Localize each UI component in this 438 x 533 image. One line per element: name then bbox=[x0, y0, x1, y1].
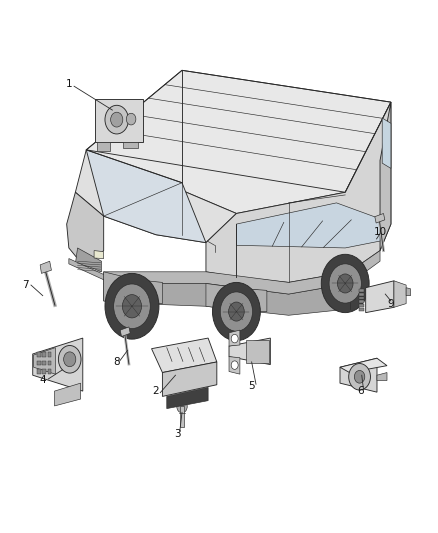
Bar bbox=[359, 297, 364, 300]
Text: 9: 9 bbox=[388, 298, 394, 309]
Bar bbox=[47, 369, 51, 374]
Circle shape bbox=[229, 302, 244, 321]
Polygon shape bbox=[162, 362, 217, 397]
Polygon shape bbox=[69, 259, 104, 280]
Text: 4: 4 bbox=[39, 375, 46, 385]
Bar bbox=[42, 352, 46, 357]
Polygon shape bbox=[104, 284, 350, 316]
Polygon shape bbox=[229, 357, 240, 374]
Polygon shape bbox=[206, 284, 267, 312]
Bar bbox=[42, 361, 46, 365]
Circle shape bbox=[126, 114, 136, 125]
Bar bbox=[359, 301, 364, 303]
Bar bbox=[359, 289, 364, 292]
Polygon shape bbox=[123, 142, 138, 148]
Polygon shape bbox=[75, 248, 102, 272]
Polygon shape bbox=[394, 281, 406, 308]
Bar bbox=[37, 352, 41, 357]
Circle shape bbox=[114, 284, 150, 328]
Bar bbox=[37, 361, 41, 365]
Polygon shape bbox=[340, 358, 387, 373]
Circle shape bbox=[337, 274, 353, 293]
Polygon shape bbox=[67, 192, 104, 261]
Polygon shape bbox=[86, 150, 206, 243]
Circle shape bbox=[105, 273, 159, 339]
Bar bbox=[47, 352, 51, 357]
Polygon shape bbox=[382, 118, 391, 168]
Circle shape bbox=[64, 352, 76, 367]
Bar bbox=[359, 304, 364, 307]
Polygon shape bbox=[75, 150, 237, 243]
Polygon shape bbox=[152, 338, 217, 373]
Bar bbox=[359, 293, 364, 296]
Polygon shape bbox=[247, 340, 269, 363]
Circle shape bbox=[212, 282, 260, 341]
Polygon shape bbox=[229, 330, 240, 346]
Polygon shape bbox=[40, 261, 51, 273]
Polygon shape bbox=[104, 251, 380, 294]
Text: 2: 2 bbox=[152, 386, 159, 396]
Circle shape bbox=[321, 254, 369, 313]
Polygon shape bbox=[97, 142, 110, 151]
Text: 6: 6 bbox=[357, 386, 364, 396]
Polygon shape bbox=[34, 348, 55, 374]
Polygon shape bbox=[54, 383, 81, 406]
Circle shape bbox=[231, 361, 238, 369]
Polygon shape bbox=[366, 281, 394, 313]
Polygon shape bbox=[406, 288, 410, 296]
Text: 8: 8 bbox=[113, 357, 120, 367]
Text: 1: 1 bbox=[66, 78, 72, 88]
Circle shape bbox=[349, 364, 371, 390]
Polygon shape bbox=[94, 251, 104, 259]
Polygon shape bbox=[380, 102, 391, 251]
Text: 10: 10 bbox=[374, 227, 387, 237]
Bar bbox=[42, 369, 46, 374]
Circle shape bbox=[58, 345, 81, 373]
Text: 7: 7 bbox=[22, 280, 28, 290]
Bar bbox=[180, 407, 184, 426]
Circle shape bbox=[105, 106, 128, 134]
Polygon shape bbox=[229, 338, 270, 365]
Circle shape bbox=[354, 370, 365, 383]
Bar bbox=[47, 361, 51, 365]
Polygon shape bbox=[340, 358, 377, 392]
Polygon shape bbox=[104, 272, 162, 304]
Polygon shape bbox=[33, 338, 83, 391]
Circle shape bbox=[220, 292, 253, 331]
Circle shape bbox=[177, 400, 187, 413]
Circle shape bbox=[122, 295, 141, 318]
Circle shape bbox=[329, 264, 361, 303]
Polygon shape bbox=[206, 102, 391, 282]
Polygon shape bbox=[95, 100, 143, 142]
Circle shape bbox=[231, 334, 238, 343]
Text: 5: 5 bbox=[248, 381, 255, 391]
Text: 3: 3 bbox=[174, 429, 181, 439]
Polygon shape bbox=[167, 387, 208, 409]
Bar bbox=[359, 308, 364, 311]
Polygon shape bbox=[120, 327, 130, 336]
Polygon shape bbox=[86, 70, 391, 214]
Circle shape bbox=[111, 112, 123, 127]
Polygon shape bbox=[377, 373, 387, 381]
Polygon shape bbox=[375, 214, 385, 223]
Bar bbox=[37, 369, 41, 374]
Polygon shape bbox=[237, 203, 380, 248]
